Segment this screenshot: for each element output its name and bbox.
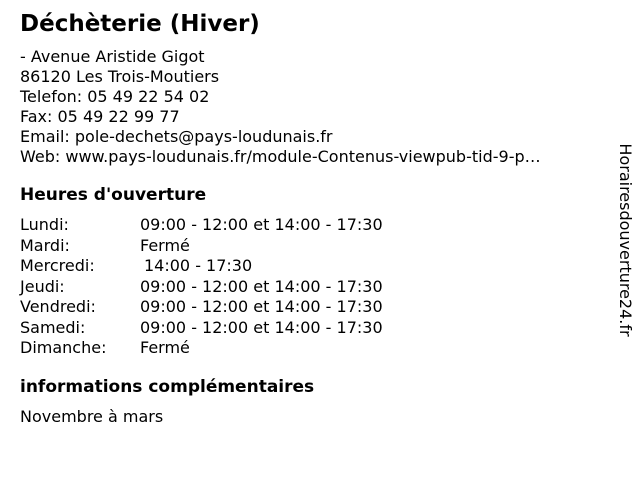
day-hours: 09:00 - 12:00 et 14:00 - 17:30	[140, 317, 383, 337]
hours-row-tuesday: Mardi: Fermé	[20, 236, 604, 257]
web-label: Web:	[20, 147, 61, 166]
day-label: Vendredi:	[20, 297, 96, 316]
email-value: pole-dechets@pays-loudunais.fr	[74, 127, 333, 146]
page-title: Déchèterie (Hiver)	[20, 11, 260, 37]
fax-line: Fax: 05 49 22 99 77	[20, 107, 604, 127]
day-hours: Fermé	[140, 235, 190, 255]
day-hours: 14:00 - 17:30	[144, 256, 253, 275]
additional-info-text: Novembre à mars	[20, 406, 164, 426]
phone-label: Telefon:	[20, 87, 83, 106]
day-hours: 09:00 - 12:00 et 14:00 - 17:30	[140, 215, 383, 234]
hours-row-friday: Vendredi: 09:00 - 12:00 et 14:00 - 17:30	[20, 297, 604, 318]
additional-info-heading: informations complémentaires	[20, 376, 315, 397]
phone-line: Telefon: 05 49 22 54 02	[20, 87, 604, 107]
opening-hours-table: Lundi: 09:00 - 12:00 et 14:00 - 17:30 Ma…	[20, 215, 604, 359]
hours-row-wednesday: Mercredi: 14:00 - 17:30	[20, 256, 604, 277]
day-label: Lundi:	[20, 215, 69, 234]
email-line: Email: pole-dechets@pays-loudunais.fr	[20, 127, 604, 147]
contact-block: - Avenue Aristide Gigot 86120 Les Trois-…	[20, 47, 604, 167]
day-label: Dimanche:	[20, 338, 107, 357]
hours-row-monday: Lundi: 09:00 - 12:00 et 14:00 - 17:30	[20, 215, 604, 236]
hours-row-sunday: Dimanche: Fermé	[20, 338, 604, 359]
opening-hours-heading: Heures d'ouverture	[20, 185, 207, 205]
address-street: - Avenue Aristide Gigot	[20, 47, 205, 66]
day-label: Samedi:	[20, 317, 86, 337]
email-label: Email:	[20, 127, 70, 146]
hours-row-saturday: Samedi: 09:00 - 12:00 et 14:00 - 17:30	[20, 318, 604, 339]
phone-value: 05 49 22 54 02	[87, 87, 210, 106]
web-line: Web: www.pays-loudunais.fr/module-Conten…	[20, 147, 604, 167]
day-hours: 09:00 - 12:00 et 14:00 - 17:30	[140, 276, 383, 296]
web-url: www.pays-loudunais.fr/module-Contenus-vi…	[65, 147, 541, 166]
fax-value: 05 49 22 99 77	[57, 107, 180, 126]
day-hours: 09:00 - 12:00 et 14:00 - 17:30	[140, 297, 383, 316]
day-hours: Fermé	[140, 338, 190, 357]
watermark-brand: Horairesdouverture24.fr	[616, 143, 635, 337]
day-label: Jeudi:	[20, 276, 65, 296]
day-label: Mercredi:	[20, 256, 95, 275]
day-label: Mardi:	[20, 235, 70, 255]
address-city: 86120 Les Trois-Moutiers	[20, 67, 220, 86]
fax-label: Fax:	[20, 107, 53, 126]
hours-row-thursday: Jeudi: 09:00 - 12:00 et 14:00 - 17:30	[20, 277, 604, 298]
